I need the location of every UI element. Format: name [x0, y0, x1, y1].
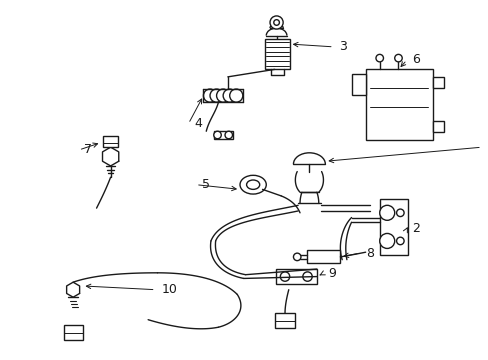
Bar	[63, 325, 82, 340]
Bar	[275, 269, 316, 284]
Circle shape	[216, 89, 229, 102]
Circle shape	[229, 89, 243, 102]
Text: 7: 7	[84, 144, 92, 157]
Circle shape	[224, 131, 232, 139]
Text: 8: 8	[365, 247, 373, 260]
Circle shape	[203, 89, 216, 102]
Text: 3: 3	[339, 40, 346, 53]
Bar	[265, 39, 289, 69]
Text: 10: 10	[161, 283, 177, 296]
Bar	[103, 136, 118, 147]
Circle shape	[280, 272, 289, 281]
Bar	[306, 250, 340, 264]
Circle shape	[375, 54, 383, 62]
Bar	[432, 121, 444, 132]
Circle shape	[223, 89, 236, 102]
Text: 4: 4	[194, 117, 202, 130]
Circle shape	[209, 89, 223, 102]
Bar	[379, 199, 407, 255]
Ellipse shape	[240, 175, 266, 194]
Text: 2: 2	[412, 222, 420, 235]
Bar	[365, 69, 432, 140]
Text: 1: 1	[487, 141, 488, 154]
Circle shape	[293, 253, 300, 261]
Circle shape	[213, 131, 221, 139]
Circle shape	[273, 20, 279, 25]
Circle shape	[269, 16, 283, 29]
Bar	[432, 77, 444, 88]
Bar	[274, 313, 295, 328]
Circle shape	[394, 54, 402, 62]
Bar	[351, 74, 365, 95]
Circle shape	[396, 237, 403, 245]
Text: 5: 5	[201, 178, 209, 191]
Circle shape	[302, 272, 311, 281]
Text: 9: 9	[327, 267, 335, 280]
Ellipse shape	[246, 180, 259, 189]
Circle shape	[379, 205, 394, 220]
Bar	[213, 131, 232, 139]
Text: 6: 6	[412, 54, 420, 67]
Circle shape	[396, 209, 403, 217]
Circle shape	[379, 233, 394, 248]
